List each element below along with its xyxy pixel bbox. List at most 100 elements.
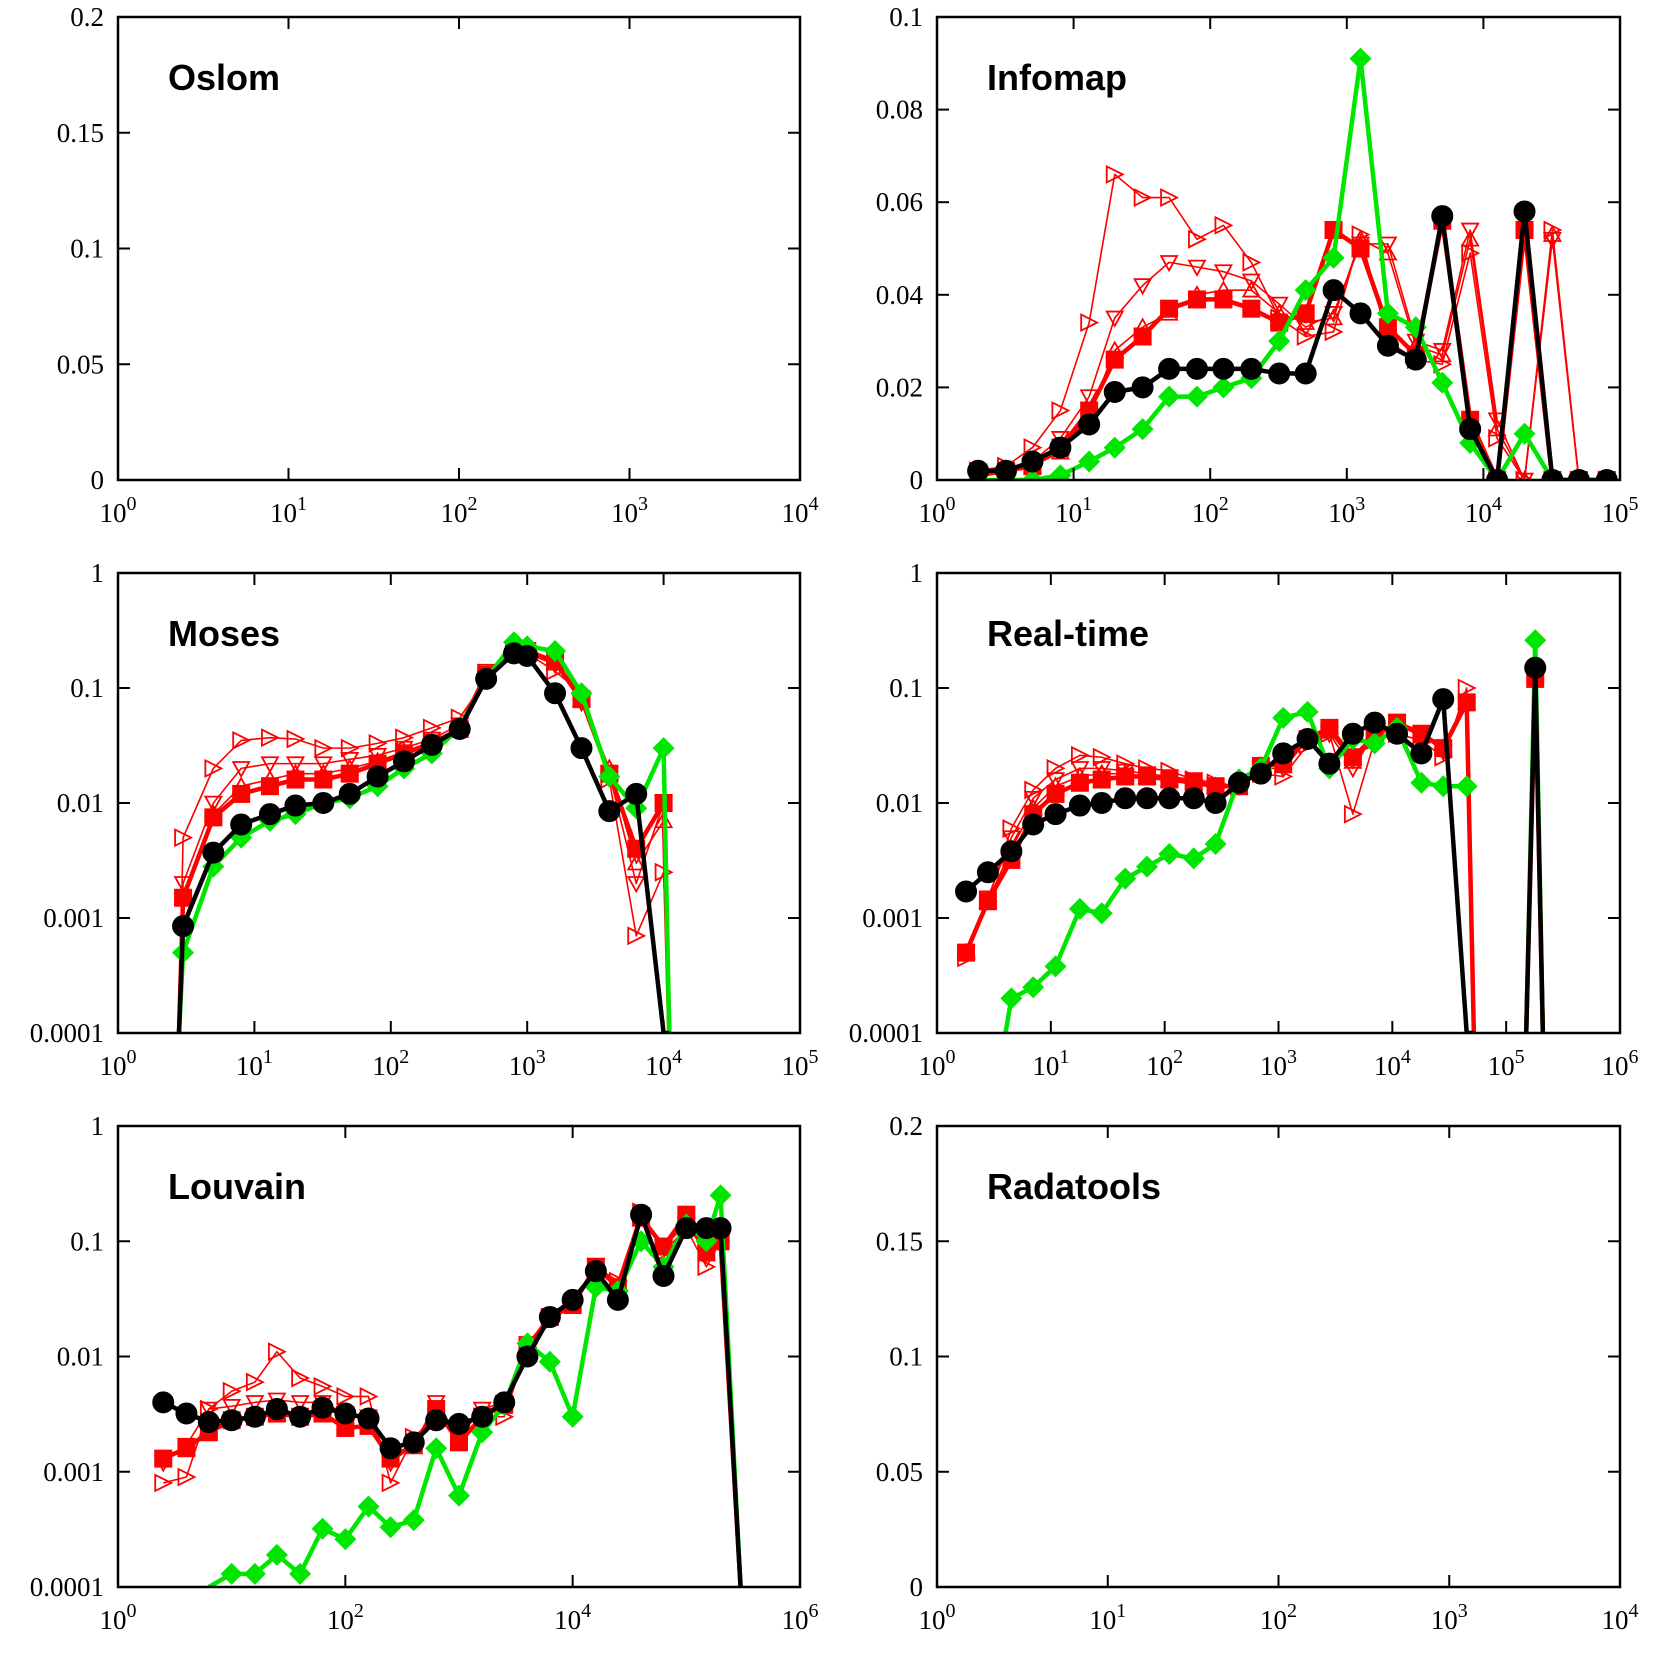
x-tick-label: 101	[1089, 1600, 1126, 1635]
data-point	[1431, 371, 1454, 394]
data-point	[1158, 385, 1181, 408]
x-tick-label: 103	[509, 1046, 546, 1081]
data-point	[220, 1562, 243, 1585]
data-point	[379, 1516, 402, 1539]
data-point	[1187, 290, 1206, 309]
data-point	[1378, 236, 1398, 254]
data-point	[1488, 428, 1508, 448]
y-tick-label: 0.2	[70, 2, 104, 32]
data-point	[334, 1528, 357, 1551]
data-point	[561, 1405, 584, 1428]
x-tick-label: 103	[1328, 493, 1365, 528]
data-point	[1349, 302, 1372, 325]
data-point	[1524, 656, 1547, 679]
data-point	[1318, 752, 1341, 775]
data-point	[1378, 318, 1397, 337]
x-tick-label: 104	[1465, 493, 1502, 528]
data-point	[1182, 847, 1205, 870]
x-tick-label: 105	[1602, 493, 1639, 528]
data-point	[260, 777, 279, 796]
data-point	[448, 1412, 470, 1435]
data-point	[1376, 302, 1399, 325]
y-tick-label: 0.0001	[30, 1018, 104, 1048]
data-point	[1080, 313, 1100, 333]
series-line-open-triangle-up	[178, 650, 671, 1033]
data-point	[261, 728, 280, 748]
data-point	[1049, 464, 1072, 480]
x-tick-label: 102	[441, 493, 478, 528]
data-point	[1455, 775, 1478, 798]
data-point	[1023, 790, 1043, 809]
data-point	[152, 1391, 175, 1414]
data-point	[1322, 279, 1345, 302]
x-tick-label: 101	[1055, 493, 1092, 528]
data-point	[570, 737, 593, 760]
data-point	[1133, 188, 1153, 208]
data-point	[630, 1203, 653, 1226]
panel-title: Real-time	[987, 613, 1149, 654]
x-tick-label: 104	[782, 493, 819, 528]
data-point	[1001, 830, 1021, 848]
data-point	[1228, 771, 1251, 794]
data-point	[1513, 422, 1536, 445]
y-tick-label: 0.01	[876, 788, 923, 818]
data-point	[1105, 164, 1125, 184]
data-point	[311, 1517, 334, 1540]
data-point	[154, 1449, 173, 1468]
data-point	[1404, 348, 1427, 371]
x-tick-label: 100	[919, 1600, 956, 1635]
data-point	[967, 459, 990, 480]
data-point	[230, 813, 253, 836]
data-point	[291, 1368, 311, 1388]
data-point	[448, 1484, 470, 1507]
panel-title: Radatools	[987, 1166, 1161, 1207]
data-point	[1457, 693, 1476, 712]
data-point	[199, 1401, 219, 1419]
data-point	[258, 803, 281, 826]
data-point	[450, 1433, 468, 1452]
data-point	[338, 782, 361, 805]
series-line-black-circle	[978, 209, 1607, 480]
data-point	[1138, 767, 1157, 786]
panel-title: Oslom	[168, 57, 280, 98]
x-tick-label: 103	[1260, 1046, 1297, 1081]
panel-real-time: 100 101 102 103 104 105 106 0.0001 0.001 0.01 0.1 1…	[849, 558, 1639, 1081]
data-point	[570, 682, 593, 705]
data-point	[222, 1398, 242, 1417]
data-point	[1092, 770, 1111, 789]
data-point	[172, 915, 195, 938]
data-point	[626, 853, 646, 871]
data-point	[1044, 803, 1067, 826]
x-tick-label: 101	[270, 493, 307, 528]
data-point	[1158, 787, 1181, 810]
panel-title: Moses	[168, 613, 280, 654]
x-tick-label: 106	[1602, 1046, 1639, 1081]
data-point	[1541, 469, 1564, 480]
data-point	[1351, 239, 1370, 258]
data-point	[1078, 450, 1101, 473]
data-point	[314, 738, 334, 758]
x-tick-label: 103	[1431, 1600, 1468, 1635]
y-tick-label: 0.1	[70, 673, 104, 703]
y-tick-label: 0.1	[70, 234, 104, 264]
data-point	[1378, 243, 1398, 261]
data-point	[538, 1350, 561, 1373]
data-point	[1204, 792, 1227, 814]
data-point	[1459, 418, 1482, 441]
y-tick-label: 0.1	[889, 1342, 923, 1372]
data-point	[1000, 840, 1023, 863]
data-point	[1024, 780, 1044, 800]
y-tick-label: 0.1	[70, 1226, 104, 1256]
data-point	[267, 1342, 287, 1362]
data-point	[1021, 450, 1044, 473]
y-tick-label: 0.05	[57, 349, 104, 379]
x-tick-label: 105	[782, 1046, 819, 1081]
plot-area	[172, 631, 675, 1033]
data-point	[626, 876, 646, 894]
data-point	[1114, 787, 1137, 810]
data-point	[561, 1288, 584, 1311]
series-line-open-triangle-down	[965, 705, 1475, 1033]
data-point	[1460, 222, 1480, 240]
y-tick-label: 1	[910, 558, 924, 588]
data-point	[357, 1407, 380, 1430]
